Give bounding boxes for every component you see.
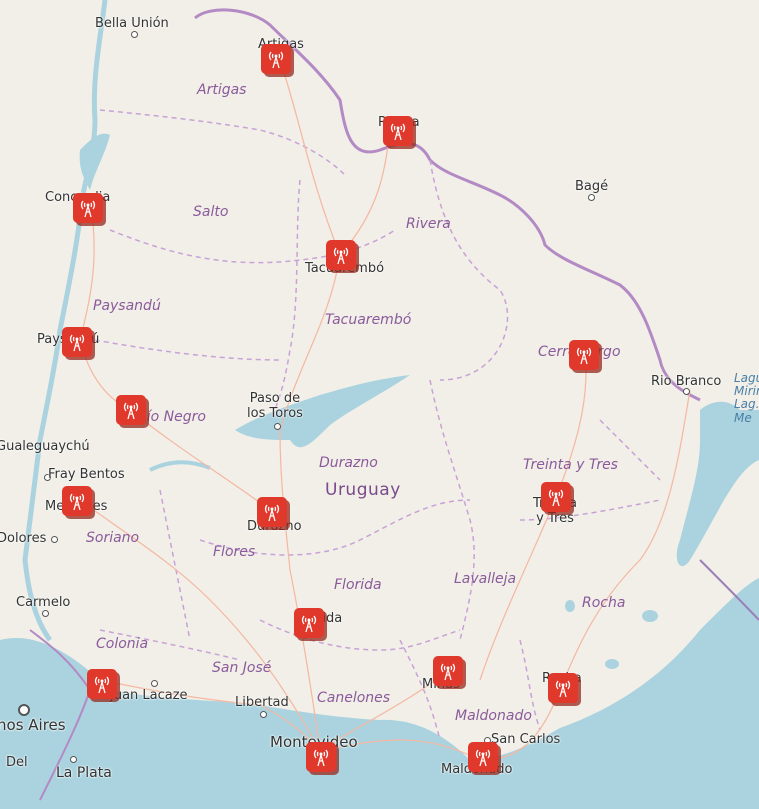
city-dot — [274, 423, 281, 430]
city-label-paso-de-los-toros: Paso de los Toros — [247, 391, 303, 421]
radio-tower-marker[interactable] — [468, 742, 501, 775]
city-dot — [683, 388, 690, 395]
radio-tower-marker[interactable] — [87, 669, 120, 702]
radio-tower-marker[interactable] — [383, 116, 416, 149]
radio-tower-icon — [94, 676, 110, 694]
radio-tower-marker[interactable] — [433, 656, 466, 689]
city-label-bage: Bagé — [575, 179, 609, 194]
radio-tower-marker[interactable] — [257, 497, 290, 530]
dept-label-canelones: Canelones — [317, 690, 391, 706]
radio-tower-icon — [301, 615, 317, 633]
city-dot — [44, 474, 51, 481]
radio-tower-icon — [268, 51, 284, 69]
radio-tower-icon — [123, 402, 139, 420]
dept-label-florida: Florida — [334, 577, 382, 593]
radio-tower-icon — [69, 493, 85, 511]
city-label-buenos-aires: Buenos Aires — [0, 716, 66, 734]
radio-tower-marker[interactable] — [261, 44, 294, 77]
dept-label-colonia: Colonia — [96, 636, 149, 652]
dept-label-paysandu: Paysandú — [93, 298, 161, 314]
city-dot — [70, 756, 77, 763]
dept-label-rocha: Rocha — [582, 595, 626, 611]
city-label-dolores: Dolores — [0, 531, 47, 546]
radio-tower-marker[interactable] — [62, 327, 95, 360]
city-label-rio-branco: Rio Branco — [651, 374, 722, 389]
dept-label-flores: Flores — [213, 544, 256, 560]
radio-tower-icon — [264, 504, 280, 522]
dept-label-lavalleja: Lavalleja — [454, 571, 517, 587]
dept-label-treinta-y-tres: Treinta y Tres — [523, 457, 618, 473]
city-label-bella-union: Bella Unión — [95, 16, 169, 31]
city-dot — [151, 680, 158, 687]
city-label-la-plata: La Plata — [56, 765, 112, 781]
radio-tower-marker[interactable] — [294, 608, 327, 641]
dept-label-maldonado: Maldonado — [455, 708, 532, 724]
radio-tower-icon — [475, 749, 491, 767]
radio-tower-icon — [440, 663, 456, 681]
city-dot — [42, 610, 49, 617]
radio-tower-icon — [555, 680, 571, 698]
dept-label-tacuarembo: Tacuarembó — [325, 312, 412, 328]
city-label-gualeguaychu: Gualeguaychú — [0, 439, 90, 454]
dept-label-soriano: Soriano — [86, 530, 140, 546]
radio-tower-marker[interactable] — [73, 193, 106, 226]
lake-label: Laguna Mirim Lag. Me — [734, 371, 759, 425]
radio-tower-marker[interactable] — [569, 340, 602, 373]
radio-tower-icon — [390, 123, 406, 141]
city-label-san-carlos: San Carlos — [491, 732, 561, 747]
radio-tower-marker[interactable] — [116, 395, 149, 428]
dept-label-durazno: Durazno — [319, 455, 378, 471]
dept-label-artigas: Artigas — [197, 82, 247, 98]
city-label-fray-bentos: Fray Bentos — [48, 467, 125, 482]
city-dot — [588, 194, 595, 201]
city-dot — [131, 31, 138, 38]
radio-tower-marker[interactable] — [541, 482, 574, 515]
city-dot — [51, 536, 58, 543]
dept-label-rivera: Rivera — [406, 216, 451, 232]
radio-tower-icon — [313, 749, 329, 767]
city-label-juan-lacaze: Juan Lacaze — [110, 688, 188, 703]
dept-label-san-jose: San José — [212, 660, 272, 676]
city-label-carmelo: Carmelo — [16, 595, 71, 610]
dept-label-salto: Salto — [193, 204, 229, 220]
city-dot — [260, 711, 267, 718]
radio-tower-icon — [80, 200, 96, 218]
capital-dot — [18, 704, 30, 716]
radio-tower-icon — [576, 347, 592, 365]
city-label-del: Del — [6, 755, 28, 770]
radio-tower-marker[interactable] — [62, 486, 95, 519]
radio-tower-icon — [333, 247, 349, 265]
radio-tower-icon — [548, 489, 564, 507]
radio-tower-marker[interactable] — [306, 742, 339, 775]
radio-tower-marker[interactable] — [326, 240, 359, 273]
radio-tower-marker[interactable] — [548, 673, 581, 706]
radio-tower-icon — [69, 334, 85, 352]
city-label-libertad: Libertad — [235, 695, 289, 710]
dept-label-rio-negro: Río Negro — [137, 409, 206, 425]
country-label: Uruguay — [325, 480, 401, 500]
